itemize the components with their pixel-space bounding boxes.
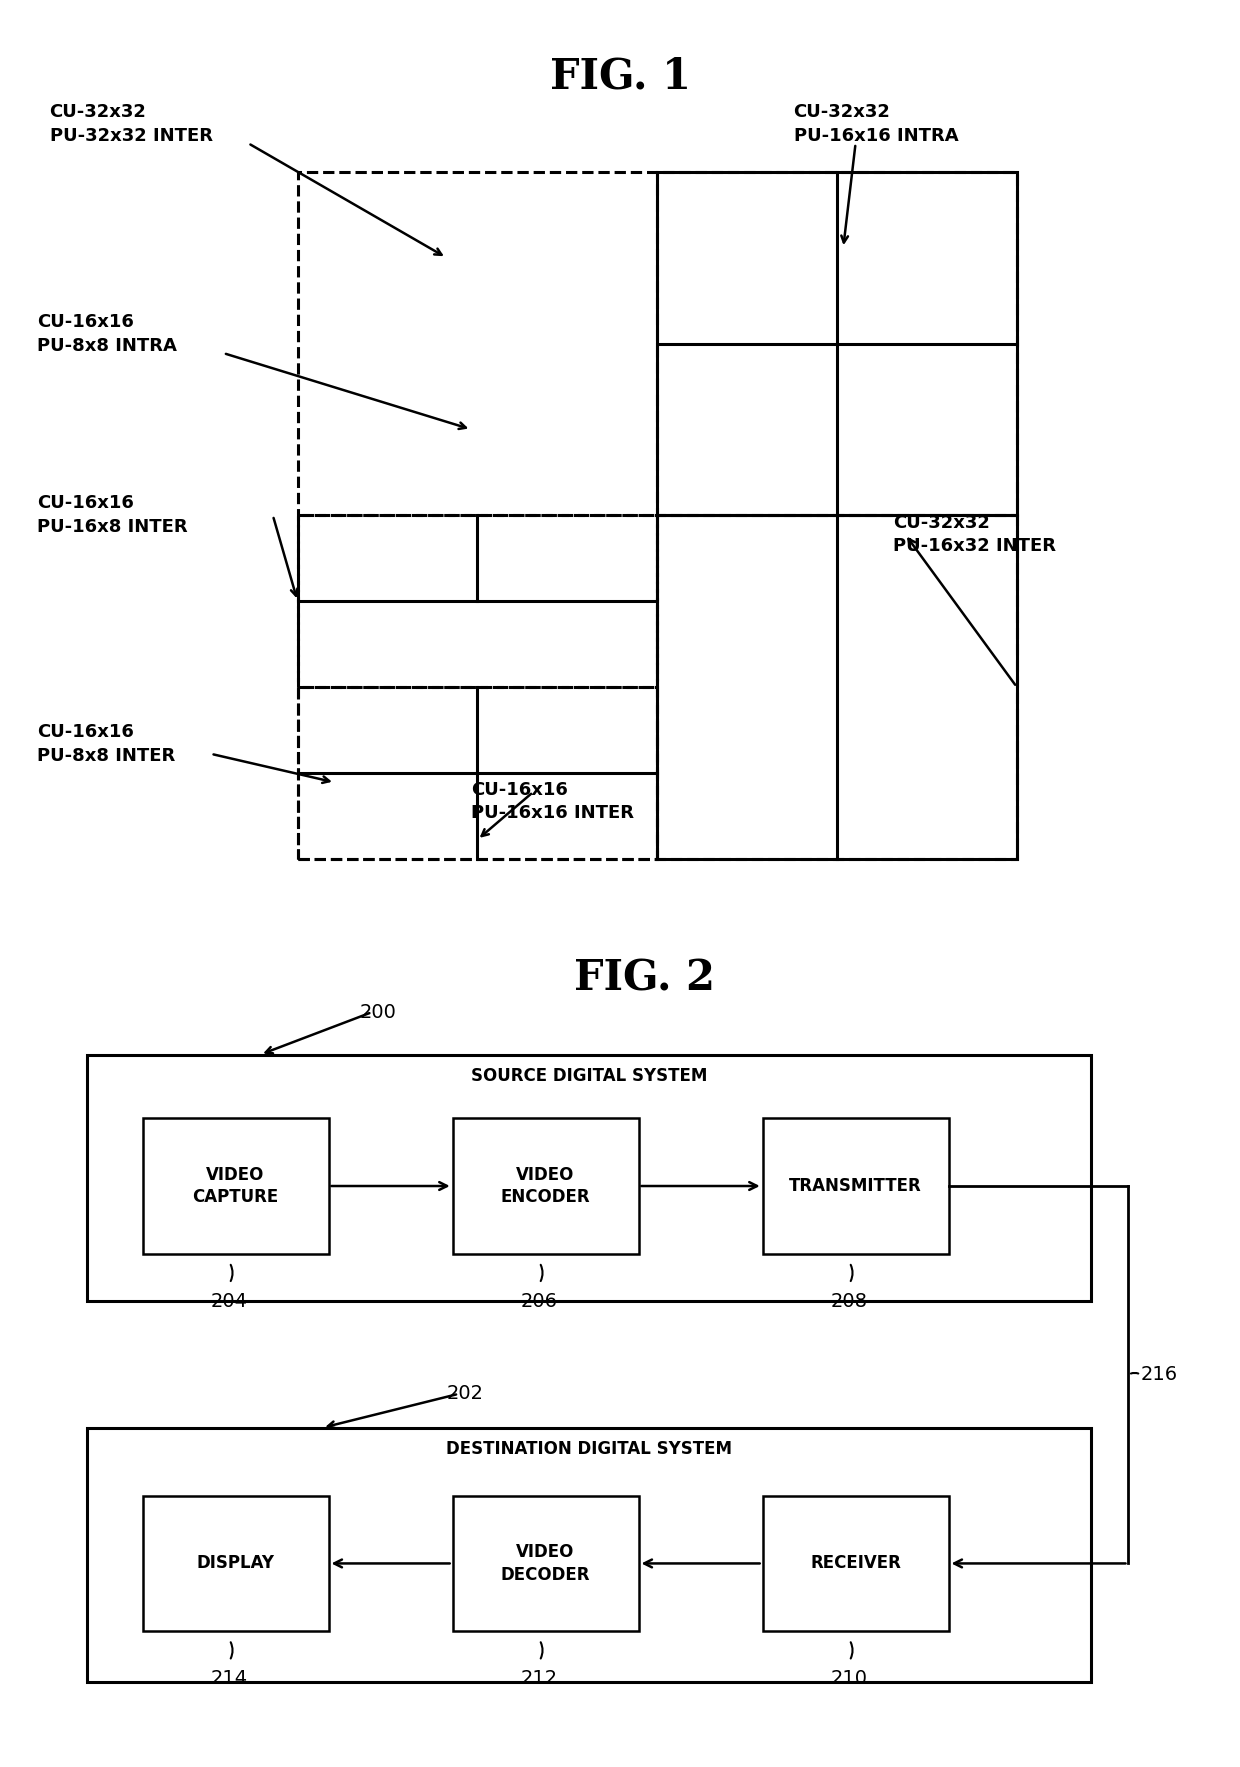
Text: 214: 214 — [211, 1670, 248, 1689]
Bar — [143, 1495, 329, 1631]
Text: RECEIVER: RECEIVER — [810, 1555, 901, 1573]
Text: DESTINATION DIGITAL SYSTEM: DESTINATION DIGITAL SYSTEM — [446, 1440, 732, 1458]
Bar — [453, 1119, 639, 1255]
Text: VIDEO
ENCODER: VIDEO ENCODER — [501, 1166, 590, 1207]
Bar — [298, 516, 657, 687]
Bar — [763, 1495, 949, 1631]
Text: 206: 206 — [521, 1292, 558, 1311]
Bar — [143, 1119, 329, 1255]
Bar — [657, 516, 1017, 859]
Text: 210: 210 — [831, 1670, 868, 1689]
Text: CU-16x16
PU-8x8 INTRA: CU-16x16 PU-8x8 INTRA — [37, 313, 177, 355]
Bar — [453, 1495, 639, 1631]
Bar — [87, 1055, 1091, 1301]
Text: FIG. 2: FIG. 2 — [574, 958, 715, 998]
Text: CU-16x16
PU-16x16 INTER: CU-16x16 PU-16x16 INTER — [471, 781, 634, 822]
Bar — [763, 1119, 949, 1255]
Text: 204: 204 — [211, 1292, 248, 1311]
Text: 208: 208 — [831, 1292, 868, 1311]
Text: DISPLAY: DISPLAY — [197, 1555, 274, 1573]
Text: CU-16x16
PU-16x8 INTER: CU-16x16 PU-16x8 INTER — [37, 495, 187, 535]
Text: CU-32x32
PU-16x16 INTRA: CU-32x32 PU-16x16 INTRA — [794, 102, 959, 145]
Bar — [657, 171, 1017, 516]
Text: SOURCE DIGITAL SYSTEM: SOURCE DIGITAL SYSTEM — [471, 1067, 707, 1085]
Text: TRANSMITTER: TRANSMITTER — [789, 1177, 923, 1194]
Text: VIDEO
CAPTURE: VIDEO CAPTURE — [192, 1166, 279, 1207]
Text: CU-32x32
PU-16x32 INTER: CU-32x32 PU-16x32 INTER — [893, 514, 1055, 555]
Text: 216: 216 — [1141, 1366, 1178, 1384]
Text: CU-32x32
PU-32x32 INTER: CU-32x32 PU-32x32 INTER — [50, 102, 212, 145]
Bar — [87, 1428, 1091, 1682]
Text: 202: 202 — [446, 1384, 484, 1403]
Text: CU-16x16
PU-8x8 INTER: CU-16x16 PU-8x8 INTER — [37, 723, 175, 765]
Text: 200: 200 — [360, 1002, 397, 1021]
Text: 212: 212 — [521, 1670, 558, 1689]
Text: FIG. 1: FIG. 1 — [549, 55, 691, 97]
Text: VIDEO
DECODER: VIDEO DECODER — [501, 1543, 590, 1583]
Bar — [298, 687, 657, 859]
Bar — [298, 171, 1017, 859]
